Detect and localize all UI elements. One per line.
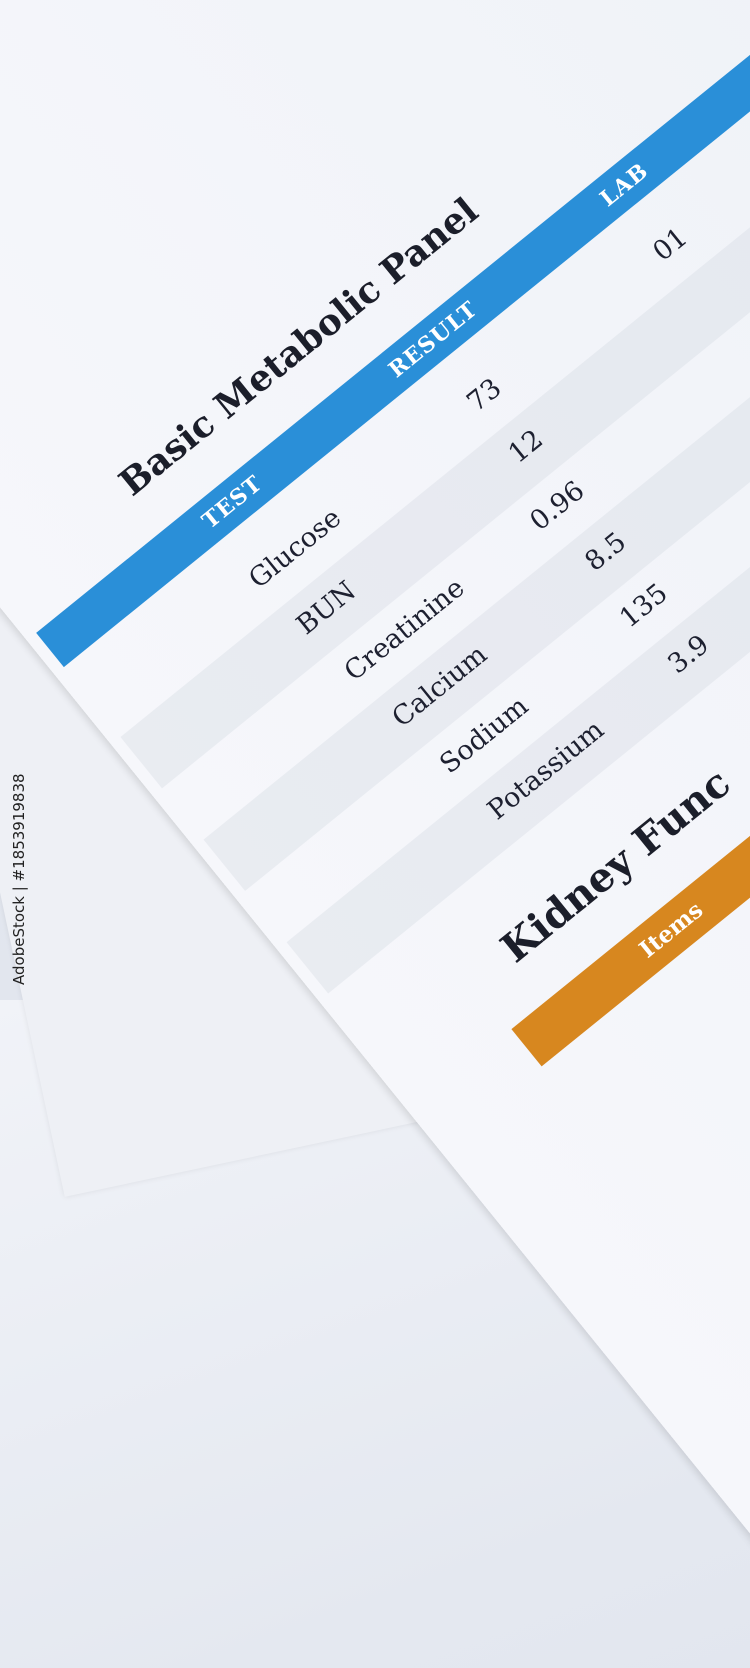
test-lab: 01 bbox=[647, 221, 694, 268]
stock-id-label: AdobeStock | #1853919838 bbox=[10, 773, 28, 985]
